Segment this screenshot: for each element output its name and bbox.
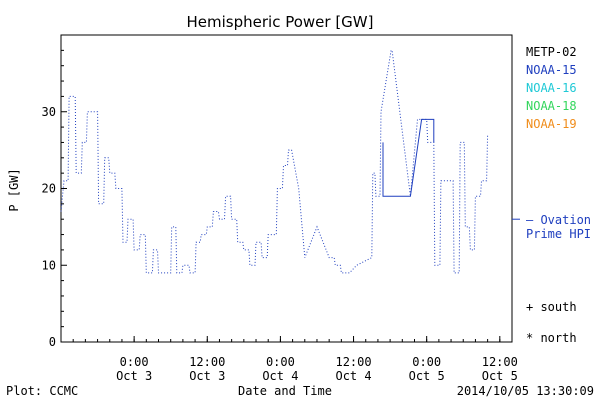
x-tick-label-date: Oct 5 <box>482 369 518 383</box>
x-tick-label-date: Oct 4 <box>335 369 371 383</box>
y-tick-label: 10 <box>42 258 56 272</box>
ovation-label: — Ovation <box>526 213 591 227</box>
x-tick-label-time: 0:00 <box>266 355 295 369</box>
series-layer <box>60 49 489 274</box>
legend-item: NOAA-18 <box>526 99 577 113</box>
plot-frame <box>60 34 513 343</box>
chart-title: Hemispheric Power [GW] <box>187 13 374 31</box>
ovation-label-2: Prime HPI <box>526 227 591 241</box>
legend-item: NOAA-16 <box>526 81 577 95</box>
legend-item: METP-02 <box>526 45 577 59</box>
north-marker-label: * north <box>526 331 577 345</box>
plot-timestamp: 2014/10/05 13:30:09 <box>457 384 594 398</box>
y-axis: 0 10 20 30 <box>42 49 67 349</box>
x-tick-label-date: Oct 5 <box>409 369 445 383</box>
y-tick-label: 30 <box>42 105 56 119</box>
y-tick-label: 20 <box>42 182 56 196</box>
x-tick-label-time: 0:00 <box>412 355 441 369</box>
south-marker-label: + south <box>526 300 577 314</box>
x-tick-label-time: 12:00 <box>189 355 225 369</box>
series-line-1 <box>382 118 435 197</box>
y-tick-label: 0 <box>49 335 56 349</box>
x-tick-label-date: Oct 4 <box>262 369 298 383</box>
legend-item: NOAA-19 <box>526 117 577 131</box>
y-axis-label: P [GW] <box>7 168 21 211</box>
x-tick-label-time: 12:00 <box>482 355 518 369</box>
series-line-0 <box>60 49 489 274</box>
x-tick-label-time: 0:00 <box>120 355 149 369</box>
legend-item: NOAA-15 <box>526 63 577 77</box>
x-tick-label-time: 12:00 <box>335 355 371 369</box>
plot-source: Plot: CCMC <box>6 384 78 398</box>
x-tick-label-date: Oct 3 <box>189 369 225 383</box>
legend: METP-02 NOAA-15 NOAA-16 NOAA-18 NOAA-19 <box>526 45 577 131</box>
x-axis-label: Date and Time <box>238 384 332 398</box>
x-tick-label-date: Oct 3 <box>116 369 152 383</box>
